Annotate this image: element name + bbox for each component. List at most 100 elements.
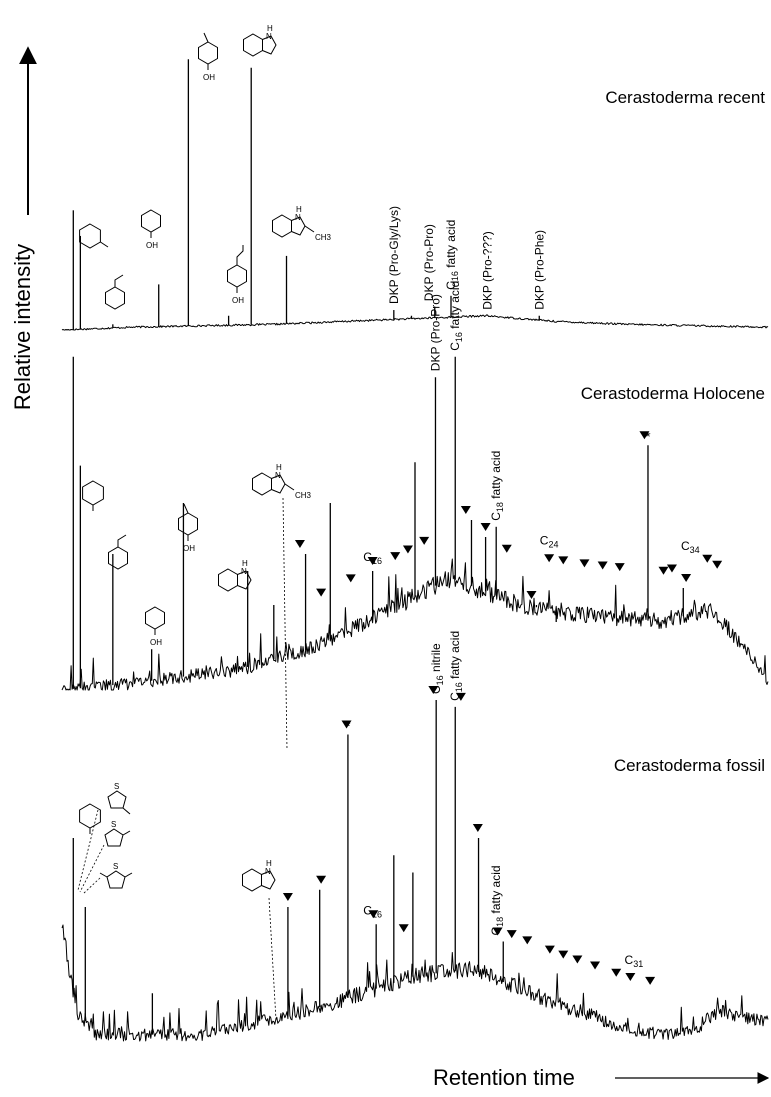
alkane-marker [367,557,378,565]
alkane-marker [590,961,601,970]
carbon-number-subscript: 24 [548,540,558,550]
dimethylthiophene-structure-icon: S [99,862,133,889]
toluene-structure-icon [79,803,101,834]
peak-label-subscript: 16 [435,675,445,685]
methylthiophene-structure-icon: S [107,782,131,815]
peak-label-text: nitrile [429,643,443,675]
svg-text:OH: OH [183,544,195,553]
alkane-marker [597,561,608,570]
svg-text:S: S [114,782,119,791]
peak-label-text: fatty acid [448,281,462,332]
leader-line [77,809,99,891]
svg-text:OH: OH [203,73,215,82]
indole-structure-icon: H N [242,859,276,892]
peak-label-text: fatty acid [444,220,458,271]
svg-text:N: N [265,867,271,876]
alkane-marker [614,563,625,572]
svg-text:H: H [242,559,248,568]
asterisk-marker: * [645,429,650,444]
peak-label-subscript: 16 [450,271,460,281]
peak-label: DKP (Pro-???) [481,231,495,309]
leader-line [282,497,288,751]
carbon-number-label: C16 [363,550,382,566]
alkane-marker [455,692,466,701]
carbon-number-label: C24 [540,534,559,550]
panel-title-fossil: Cerastoderma fossil [614,756,765,775]
alkane-marker [544,945,555,954]
p-cresol-structure-icon: OH [178,503,198,553]
peak-label-text: fatty acid [448,631,462,682]
peak-label-subscript: 18 [495,502,505,512]
alkane-marker [645,976,656,985]
alkane-marker [611,968,622,977]
alkane-marker [702,554,713,563]
alkane-marker [712,560,723,569]
vinylphenol-structure-icon: OH [227,245,247,305]
alkane-marker [345,574,356,583]
svg-text:OH: OH [150,638,162,647]
alkane-marker [368,910,379,919]
svg-text:N: N [241,567,247,576]
peak-label: C16 fatty acid [444,220,460,290]
panel-title-recent: Cerastoderma recent [605,88,765,107]
trace-recent [61,314,769,331]
alkane-marker [639,431,650,440]
indole-structure-icon: H N [218,559,252,592]
peak-label: DKP (Pro-Pro) [422,224,436,301]
alkane-marker [681,574,692,582]
styrene-structure-icon [108,534,128,570]
alkane-marker [402,545,413,554]
svg-text:S: S [111,820,116,829]
svg-text:OH: OH [146,241,158,250]
toluene-structure-icon [82,480,104,511]
peak-label: DKP (Pro-Phe) [532,230,546,310]
leader-line [79,844,105,893]
peak-label: C16 fatty acid [448,281,464,351]
svg-text:CH3: CH3 [315,233,332,242]
alkane-marker [572,955,583,964]
alkane-marker [501,544,512,553]
y-axis-label: Relative intensity [10,244,35,410]
indole-structure-icon: H N [243,24,277,57]
phenol-structure-icon: OH [145,606,165,647]
alkane-marker [398,924,409,933]
peak-label: C16 fatty acid [448,631,464,701]
svg-text:CH3: CH3 [295,491,312,500]
methylindole-structure-icon: H N CH3 [272,205,332,242]
alkane-marker [506,930,517,939]
alkane-marker [492,927,503,936]
svg-text:OH: OH [232,296,244,305]
methylindole-structure-icon: H N CH3 [252,463,312,500]
alkane-marker [294,540,305,548]
alkane-marker [316,875,327,884]
alkane-marker [316,588,327,597]
trace-fossil [61,924,769,1042]
asterisk-marker: * [345,719,350,734]
carbon-number-subscript: 16 [372,556,382,566]
peak-label-text: fatty acid [489,451,503,502]
carbon-number-subscript: 31 [633,959,643,969]
alkane-marker [625,973,636,982]
phenol-structure-icon: OH [141,209,161,250]
methylthiophene-structure-icon: S [104,820,131,847]
carbon-number-label: C16 [363,903,382,919]
svg-text:H: H [267,24,273,33]
carbon-number-subscript: 16 [372,909,382,919]
peak-label-subscript: 16 [454,332,464,342]
alkane-marker [544,554,555,563]
svg-text:H: H [266,859,272,868]
alkane-marker [658,566,669,575]
peak-label: C18 fatty acid [489,451,505,521]
leader-line [82,877,101,895]
alkane-marker [579,559,590,568]
peak-label: DKP (Pro-Gly/Lys) [387,206,401,304]
svg-text:N: N [266,32,272,41]
chromatogram-traces [61,59,769,1042]
alkane-marker [526,591,537,599]
carbon-number-label: C31 [625,953,644,969]
svg-text:H: H [296,205,302,214]
alkane-marker [428,686,439,694]
peak-label-subscript: 18 [495,917,505,927]
p-cresol-structure-icon: OH [198,32,218,82]
